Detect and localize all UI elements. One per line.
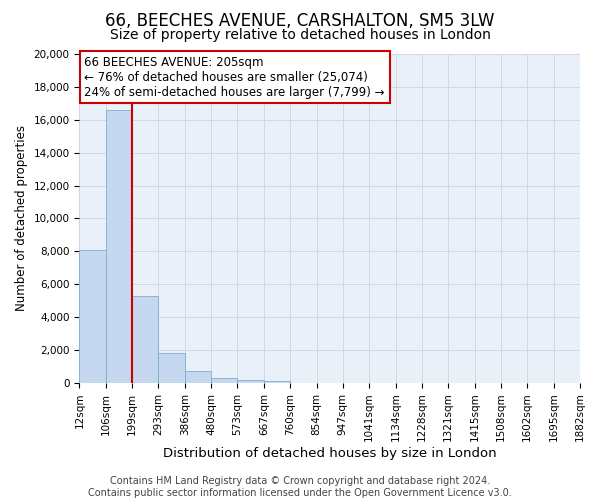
- Bar: [79, 250, 106, 383]
- X-axis label: Distribution of detached houses by size in London: Distribution of detached houses by size …: [163, 447, 497, 460]
- Bar: [132, 296, 158, 383]
- Bar: [264, 381, 290, 383]
- Text: 66, BEECHES AVENUE, CARSHALTON, SM5 3LW: 66, BEECHES AVENUE, CARSHALTON, SM5 3LW: [105, 12, 495, 30]
- Bar: [106, 110, 132, 383]
- Y-axis label: Number of detached properties: Number of detached properties: [15, 126, 28, 312]
- Bar: [238, 380, 264, 383]
- Text: Size of property relative to detached houses in London: Size of property relative to detached ho…: [110, 28, 490, 42]
- Bar: [185, 370, 211, 383]
- Text: Contains HM Land Registry data © Crown copyright and database right 2024.
Contai: Contains HM Land Registry data © Crown c…: [88, 476, 512, 498]
- Text: 66 BEECHES AVENUE: 205sqm
← 76% of detached houses are smaller (25,074)
24% of s: 66 BEECHES AVENUE: 205sqm ← 76% of detac…: [85, 56, 385, 98]
- Bar: [158, 352, 185, 383]
- Bar: [211, 378, 238, 383]
